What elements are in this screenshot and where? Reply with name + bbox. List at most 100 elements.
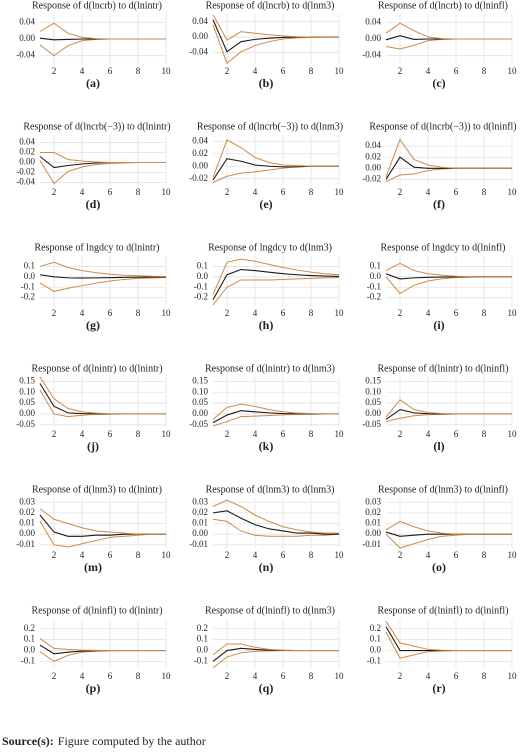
panel-label: (k): [259, 439, 274, 453]
chart-title: Response of d(lnintr) to d(lnintr): [31, 363, 162, 374]
x-tick-label: 4: [426, 66, 431, 76]
y-tick-label: 0.02: [365, 507, 381, 517]
x-tick-label: 10: [508, 66, 518, 76]
x-tick-label: 6: [281, 671, 286, 681]
x-tick-label: 8: [136, 429, 141, 439]
x-tick-label: 4: [80, 187, 85, 197]
x-tick-label: 2: [225, 308, 230, 318]
y-tick-label: 0.0: [370, 645, 382, 655]
panel-label: (n): [259, 560, 274, 574]
panel-label: (m): [84, 560, 102, 574]
confidence-band-line: [385, 276, 512, 295]
x-tick-label: 4: [80, 550, 85, 560]
y-tick-label: 0.00: [192, 408, 208, 418]
y-tick-label: 0.0: [197, 645, 209, 655]
x-tick-label: 10: [335, 187, 345, 197]
panel-label: (a): [86, 76, 100, 90]
x-tick-label: 8: [136, 66, 141, 76]
chart-title: Response of d(lncrb(−3)) to d(lnintr): [23, 121, 170, 132]
confidence-band-line: [212, 650, 339, 669]
x-tick-label: 6: [108, 429, 113, 439]
confidence-band-line: [39, 376, 166, 415]
x-tick-label: 8: [309, 187, 314, 197]
source: Source(s): Figure computed by the author: [2, 734, 206, 748]
x-tick-label: 10: [508, 187, 518, 197]
chart-title: Response of d(lninfl) to d(lnintr): [31, 605, 162, 616]
chart-title: Response of d(lncrb) to d(lnm3): [206, 0, 335, 11]
x-tick-label: 6: [108, 671, 113, 681]
x-tick-label: 10: [162, 66, 172, 76]
y-tick-label: 0.10: [192, 386, 208, 396]
confidence-band-line: [212, 277, 340, 306]
confidence-band-line: [39, 276, 167, 292]
confidence-band-line: [39, 508, 166, 535]
panel-label: (o): [432, 560, 446, 574]
y-tick-label: 0.00: [192, 528, 208, 538]
source-label: Source(s):: [2, 734, 54, 748]
response-line: [212, 510, 339, 535]
y-tick-label: 0.04: [19, 16, 35, 26]
x-tick-label: 6: [281, 308, 286, 318]
x-tick-label: 10: [335, 308, 345, 318]
y-tick-label: 0.15: [365, 375, 381, 385]
y-tick-label: -0.1: [194, 655, 208, 665]
x-tick-label: 2: [52, 429, 57, 439]
x-tick-label: 10: [335, 671, 345, 681]
x-tick-label: 2: [398, 550, 403, 560]
confidence-band-line: [39, 261, 167, 278]
y-tick-label: 0.03: [19, 496, 35, 506]
confidence-band-line: [385, 38, 512, 50]
panel-label: (d): [86, 197, 101, 211]
y-tick-label: 0.03: [365, 496, 381, 506]
y-tick-label: 0.04: [365, 16, 381, 26]
y-tick-label: 0.02: [365, 151, 381, 161]
y-tick-label: 0.04: [19, 137, 35, 147]
x-tick-label: 8: [482, 308, 487, 318]
x-tick-label: 10: [162, 671, 172, 681]
y-tick-label: -0.1: [194, 281, 208, 291]
confidence-band-line: [212, 258, 340, 295]
y-tick-label: -0.2: [367, 292, 381, 302]
x-tick-label: 2: [398, 308, 403, 318]
y-tick-label: 0.05: [19, 397, 35, 407]
x-tick-label: 4: [253, 429, 258, 439]
confidence-band-line: [212, 518, 340, 537]
x-tick-label: 8: [482, 429, 487, 439]
x-tick-label: 10: [508, 429, 518, 439]
x-tick-label: 6: [454, 66, 459, 76]
x-tick-label: 8: [309, 308, 314, 318]
panel-label: (f): [433, 197, 445, 211]
x-tick-label: 10: [162, 308, 172, 318]
x-tick-label: 6: [454, 671, 459, 681]
chart-title: Response of d(lncrb) to d(lnintr): [32, 0, 162, 11]
confidence-band-line: [212, 24, 339, 65]
y-tick-label: 0.15: [19, 375, 35, 385]
chart-title: Response of lngdcy to d(lnm3): [208, 242, 332, 253]
panel-label: (e): [259, 197, 272, 211]
x-tick-label: 6: [108, 66, 113, 76]
confidence-band-line: [385, 631, 512, 659]
chart-title: Response of d(lnm3) to d(lnm3): [206, 484, 335, 495]
x-tick-label: 8: [482, 187, 487, 197]
confidence-band-line: [385, 22, 512, 40]
x-tick-label: 4: [426, 671, 431, 681]
confidence-band-line: [39, 22, 166, 40]
confidence-band-line: [385, 413, 512, 423]
x-tick-label: 10: [335, 550, 345, 560]
x-tick-label: 10: [162, 550, 172, 560]
x-tick-label: 4: [426, 187, 431, 197]
y-tick-label: -0.2: [194, 292, 208, 302]
panel-label: (c): [432, 76, 445, 90]
x-tick-label: 4: [426, 308, 431, 318]
confidence-band-line: [385, 399, 512, 418]
x-tick-label: 6: [108, 308, 113, 318]
x-tick-label: 4: [253, 187, 258, 197]
x-tick-label: 8: [309, 429, 314, 439]
x-tick-label: 8: [482, 66, 487, 76]
y-tick-label: 0.01: [192, 518, 208, 528]
source-text: Figure computed by the author: [58, 734, 206, 748]
x-tick-label: 10: [162, 429, 172, 439]
y-tick-label: -0.04: [16, 50, 35, 60]
x-tick-label: 2: [398, 429, 403, 439]
x-tick-label: 6: [281, 550, 286, 560]
